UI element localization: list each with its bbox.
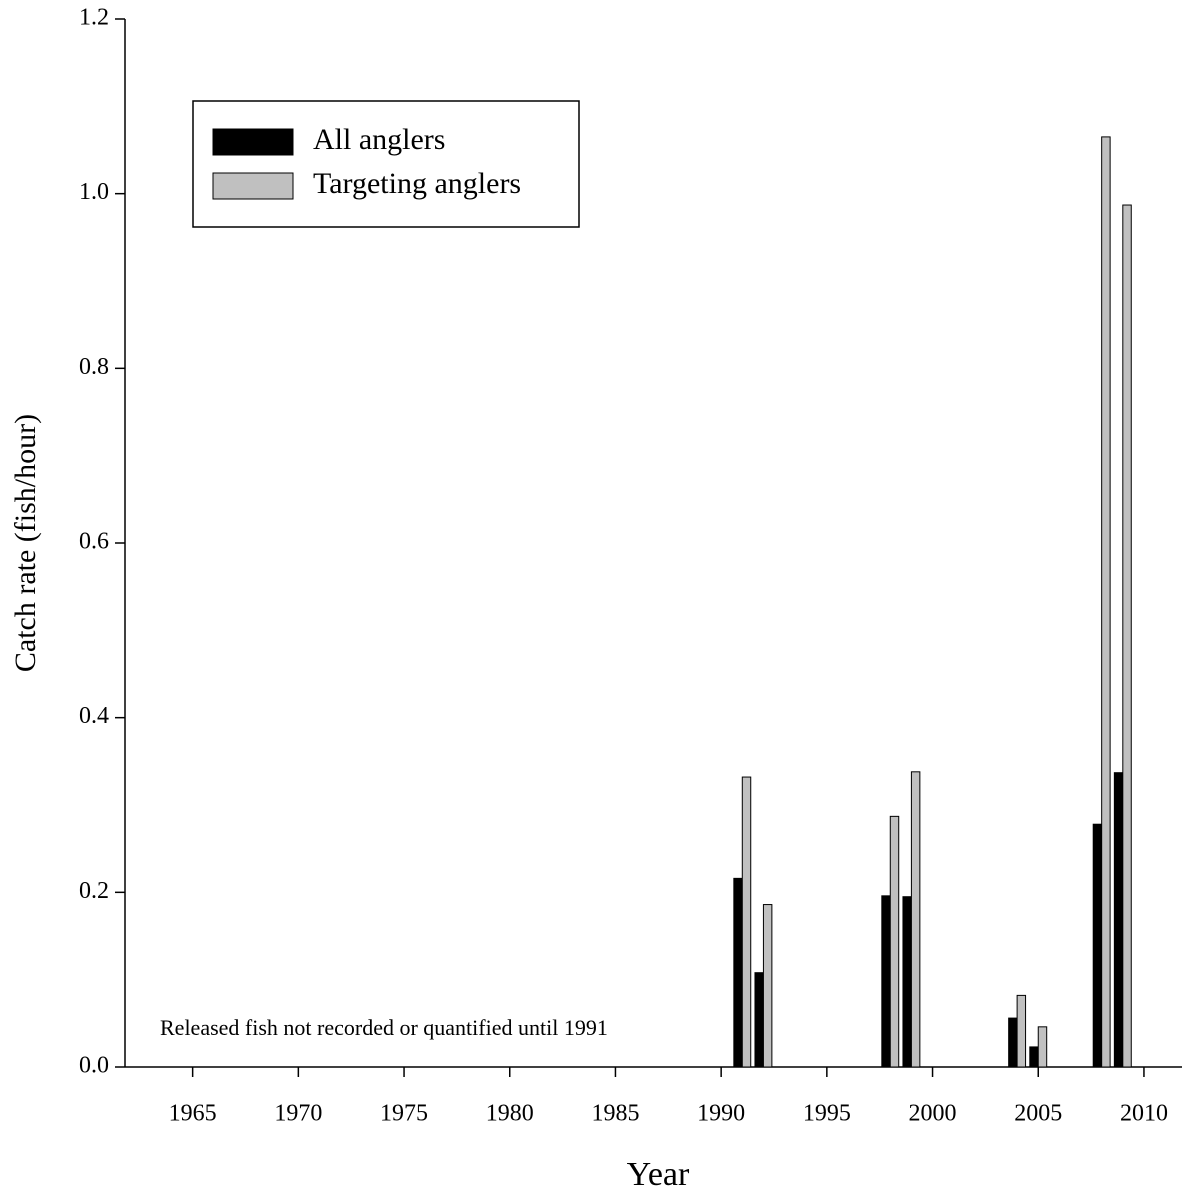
bar [1122, 204, 1132, 1068]
bar [910, 771, 921, 1068]
x-tick-label: 1980 [486, 1101, 534, 1127]
legend-box [192, 100, 580, 228]
y-axis-label: Catch rate (fish/hour) [9, 414, 42, 672]
y-tick-label: 0.4 [79, 703, 109, 729]
legend-swatch [212, 128, 294, 156]
bar [1101, 136, 1111, 1068]
x-tick-label: 1970 [274, 1101, 322, 1127]
y-tick-label: 0.0 [79, 1053, 109, 1079]
bar [1016, 994, 1027, 1068]
bar [1092, 823, 1103, 1068]
x-tick-label: 1990 [697, 1101, 745, 1127]
legend-label: Targeting anglers [313, 167, 521, 200]
bar [889, 815, 900, 1068]
x-tick-label: 1985 [591, 1101, 639, 1127]
legend-label: All anglers [313, 123, 445, 156]
x-tick-label: 1975 [380, 1101, 428, 1127]
x-tick-label: 1995 [803, 1101, 851, 1127]
bar [762, 904, 773, 1068]
y-tick-label: 1.0 [79, 179, 109, 205]
annotation: Released fish not recorded or quantified… [160, 1015, 608, 1040]
bar [1029, 1046, 1039, 1068]
x-tick-label: 1965 [169, 1101, 217, 1127]
x-tick-label: 2010 [1120, 1101, 1168, 1127]
bar [741, 776, 752, 1068]
y-tick-label: 0.8 [79, 354, 109, 380]
bar [1037, 1026, 1048, 1068]
x-tick-label: 2005 [1014, 1101, 1062, 1127]
bar [1113, 772, 1124, 1068]
bar [902, 896, 912, 1068]
bar [754, 972, 764, 1068]
bar [881, 895, 891, 1068]
y-tick-label: 0.2 [79, 878, 109, 904]
bar [1008, 1017, 1018, 1068]
x-axis-label: Year [627, 1156, 690, 1193]
y-tick-label: 0.6 [79, 529, 109, 555]
y-tick-label: 1.2 [79, 5, 109, 31]
legend-swatch [212, 172, 294, 200]
x-tick-label: 2000 [909, 1101, 957, 1127]
bar [733, 877, 743, 1068]
